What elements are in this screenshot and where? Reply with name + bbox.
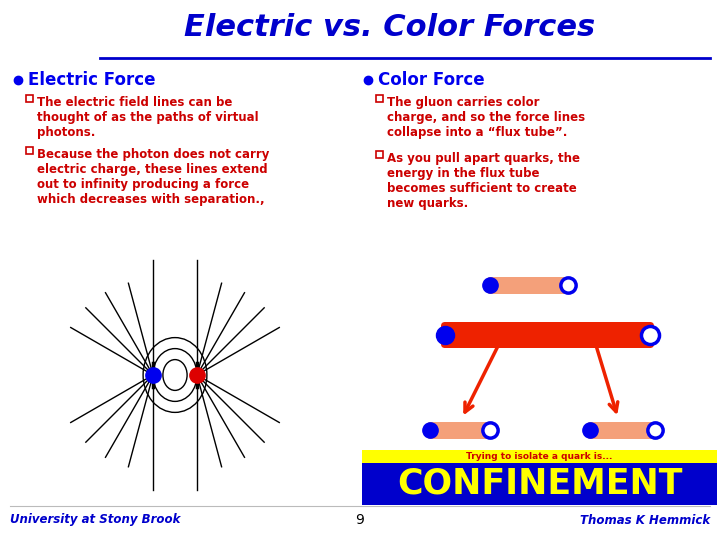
- Text: Color Force: Color Force: [378, 71, 485, 89]
- Bar: [26, 95, 33, 102]
- Bar: [376, 151, 383, 158]
- Text: Thomas K Hemmick: Thomas K Hemmick: [580, 514, 710, 526]
- Text: As you pull apart quarks, the
energy in the flux tube
becomes sufficient to crea: As you pull apart quarks, the energy in …: [387, 152, 580, 210]
- Text: Electric Force: Electric Force: [28, 71, 156, 89]
- Bar: [362, 463, 717, 505]
- Text: 9: 9: [356, 513, 364, 527]
- Text: CONFINEMENT: CONFINEMENT: [397, 467, 682, 501]
- Text: The electric field lines can be
thought of as the paths of virtual
photons.: The electric field lines can be thought …: [37, 96, 258, 139]
- FancyBboxPatch shape: [427, 422, 493, 439]
- FancyBboxPatch shape: [587, 422, 658, 439]
- Text: The gluon carries color
charge, and so the force lines
collapse into a “flux tub: The gluon carries color charge, and so t…: [387, 96, 585, 139]
- Bar: [26, 147, 33, 154]
- FancyBboxPatch shape: [487, 277, 571, 294]
- Bar: [362, 450, 717, 463]
- FancyBboxPatch shape: [441, 322, 654, 348]
- Text: Because the photon does not carry
electric charge, these lines extend
out to inf: Because the photon does not carry electr…: [37, 148, 269, 206]
- Text: University at Stony Brook: University at Stony Brook: [10, 514, 181, 526]
- Text: Trying to isolate a quark is...: Trying to isolate a quark is...: [467, 452, 613, 461]
- Bar: [376, 95, 383, 102]
- Text: Electric vs. Color Forces: Electric vs. Color Forces: [184, 14, 595, 43]
